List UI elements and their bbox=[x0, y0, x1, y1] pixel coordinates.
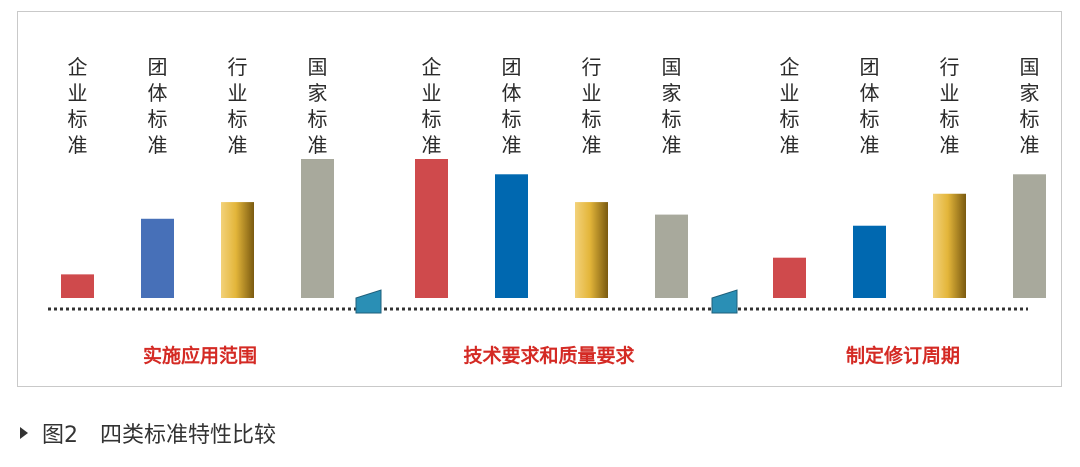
chart-frame: 企业标准 团体标准 行业标准 国家标准实施应用范围 企业标准 团体标准 行业标准 国家标准技术… bbox=[17, 11, 1062, 387]
category-label-2-1: 企业标准 bbox=[422, 55, 442, 157]
bar-1-1 bbox=[61, 274, 94, 298]
caption-triangle-icon bbox=[20, 427, 28, 439]
bar-3-2 bbox=[853, 225, 886, 298]
category-label-3-1: 企业标准 bbox=[780, 55, 800, 157]
bar-3-4 bbox=[1013, 174, 1046, 298]
bar-1-3 bbox=[221, 202, 254, 298]
category-label-1-3: 行业标准 bbox=[228, 55, 248, 157]
figure-caption: 图2 四类标准特性比较 bbox=[20, 418, 276, 448]
bar-2-1 bbox=[415, 159, 448, 298]
category-label-3-2: 团体标准 bbox=[860, 55, 880, 157]
category-label-1-4: 国家标准 bbox=[308, 55, 328, 157]
category-label-3-4: 国家标准 bbox=[1020, 55, 1040, 157]
category-label-2-2: 团体标准 bbox=[502, 55, 522, 157]
connector-marker-1 bbox=[355, 289, 382, 314]
group-label-3: 制定修订周期 bbox=[846, 344, 960, 367]
bar-1-4 bbox=[301, 159, 334, 298]
connector-marker-2 bbox=[711, 289, 738, 314]
bar-2-3 bbox=[575, 202, 608, 298]
group-label-2: 技术要求和质量要求 bbox=[463, 344, 635, 367]
category-label-2-3: 行业标准 bbox=[582, 55, 602, 157]
category-label-1-2: 团体标准 bbox=[148, 55, 168, 157]
caption-text: 四类标准特性比较 bbox=[100, 423, 277, 448]
bar-1-2 bbox=[141, 218, 174, 298]
category-label-2-4: 国家标准 bbox=[662, 55, 682, 157]
category-label-1-1: 企业标准 bbox=[68, 55, 88, 157]
figure-number: 图2 bbox=[42, 423, 78, 448]
group-label-1: 实施应用范围 bbox=[143, 344, 257, 367]
bar-2-4 bbox=[655, 214, 688, 298]
category-label-3-3: 行业标准 bbox=[940, 55, 960, 157]
bar-2-2 bbox=[495, 174, 528, 298]
bar-3-1 bbox=[773, 257, 806, 298]
bar-3-3 bbox=[933, 193, 966, 298]
